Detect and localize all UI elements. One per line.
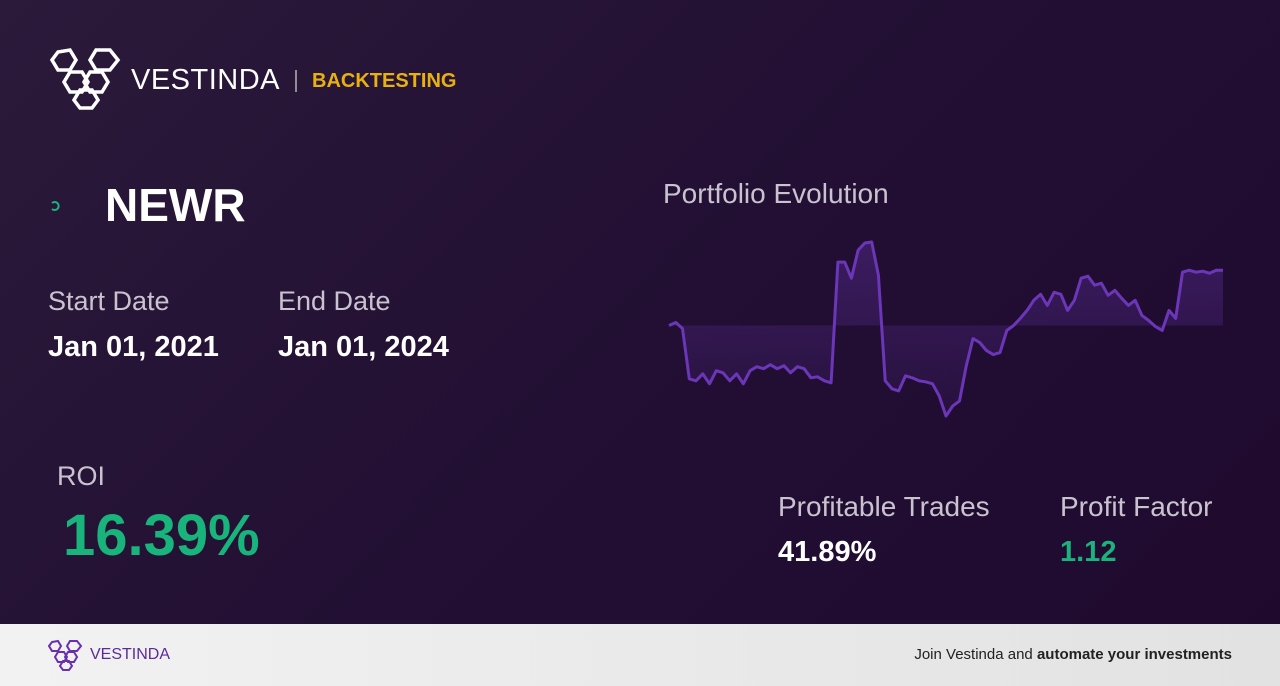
ticker: NEWR (105, 179, 246, 231)
footer-text-bold: automate your investments (1036, 646, 1232, 663)
roi-value: 16.39% (63, 503, 260, 568)
chart-title: Portfolio Evolution (663, 178, 889, 209)
logo (49, 48, 121, 110)
profitable-trades: 41.89% (778, 536, 877, 568)
footer-brand: VESTINDA (90, 646, 171, 663)
footer: VESTINDA Join Vestinda and automate your… (0, 624, 1280, 686)
start-date: Jan 01, 2021 (48, 331, 219, 363)
profit-factor: 1.12 (1060, 536, 1117, 568)
area (669, 242, 1223, 416)
brand: VESTINDA (131, 64, 281, 96)
profitable-trades-label: Profitable Trades (778, 491, 990, 522)
footer-cta: Join Vestinda and automate your investme… (914, 646, 1232, 663)
ticker-icon (51, 201, 60, 211)
line (668, 240, 1223, 418)
footer-text: Join Vestinda and (914, 646, 1037, 663)
tag: BACKTESTING (312, 70, 457, 92)
end-date: Jan 01, 2024 (278, 331, 449, 363)
start-date-label: Start Date (48, 286, 170, 316)
chart (668, 240, 1223, 418)
end-date-label: End Date (278, 286, 391, 316)
canvas (49, 48, 1223, 418)
footer-logo (48, 639, 83, 671)
roi-label: ROI (57, 461, 106, 491)
profit-factor-label: Profit Factor (1060, 491, 1213, 522)
